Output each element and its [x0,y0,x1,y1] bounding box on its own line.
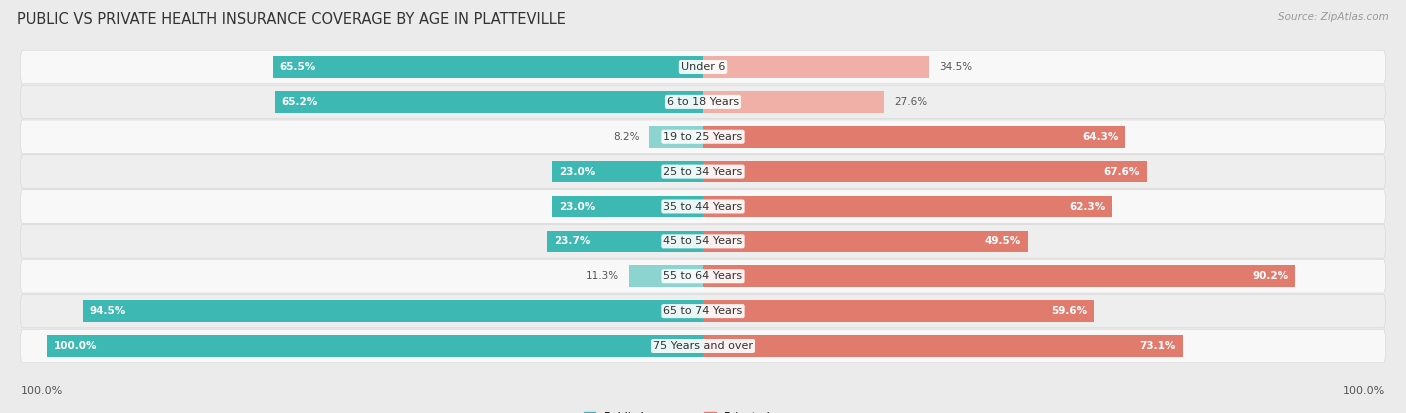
Bar [553,196,703,217]
Bar [703,230,1028,252]
Text: 35 to 44 Years: 35 to 44 Years [664,202,742,211]
Bar [703,126,1125,147]
Text: 55 to 64 Years: 55 to 64 Years [664,271,742,281]
Bar [273,56,703,78]
Text: PUBLIC VS PRIVATE HEALTH INSURANCE COVERAGE BY AGE IN PLATTEVILLE: PUBLIC VS PRIVATE HEALTH INSURANCE COVER… [17,12,565,27]
Bar [553,161,703,183]
Text: 23.0%: 23.0% [558,166,595,177]
Text: 64.3%: 64.3% [1083,132,1118,142]
Text: 6 to 18 Years: 6 to 18 Years [666,97,740,107]
Bar [83,300,703,322]
Legend: Public Insurance, Private Insurance: Public Insurance, Private Insurance [579,408,827,413]
Text: Under 6: Under 6 [681,62,725,72]
Text: 34.5%: 34.5% [939,62,973,72]
Bar [703,91,884,113]
Text: 67.6%: 67.6% [1104,166,1140,177]
Text: 65.2%: 65.2% [281,97,318,107]
FancyBboxPatch shape [21,225,1385,258]
Text: 11.3%: 11.3% [586,271,619,281]
Bar [703,335,1182,357]
Text: 45 to 54 Years: 45 to 54 Years [664,236,742,247]
Bar [703,300,1094,322]
FancyBboxPatch shape [21,120,1385,154]
Text: 94.5%: 94.5% [90,306,125,316]
FancyBboxPatch shape [21,329,1385,363]
Text: 100.0%: 100.0% [53,341,97,351]
Text: 100.0%: 100.0% [21,386,63,396]
FancyBboxPatch shape [21,155,1385,188]
Text: 19 to 25 Years: 19 to 25 Years [664,132,742,142]
FancyBboxPatch shape [21,50,1385,84]
Bar [276,91,703,113]
Bar [547,230,703,252]
Text: 90.2%: 90.2% [1253,271,1288,281]
Text: 62.3%: 62.3% [1069,202,1105,211]
Text: 73.1%: 73.1% [1140,341,1175,351]
Text: 65 to 74 Years: 65 to 74 Years [664,306,742,316]
Bar [628,266,703,287]
Bar [703,56,929,78]
Text: 100.0%: 100.0% [1343,386,1385,396]
Text: 49.5%: 49.5% [986,236,1021,247]
FancyBboxPatch shape [21,190,1385,223]
Text: 25 to 34 Years: 25 to 34 Years [664,166,742,177]
Bar [703,266,1295,287]
FancyBboxPatch shape [21,294,1385,328]
FancyBboxPatch shape [21,259,1385,293]
Bar [650,126,703,147]
Bar [703,196,1112,217]
Text: 59.6%: 59.6% [1052,306,1087,316]
FancyBboxPatch shape [21,85,1385,119]
Text: 65.5%: 65.5% [280,62,316,72]
Text: 8.2%: 8.2% [613,132,640,142]
Text: 23.7%: 23.7% [554,236,591,247]
Text: 75 Years and over: 75 Years and over [652,341,754,351]
Text: 23.0%: 23.0% [558,202,595,211]
Text: 27.6%: 27.6% [894,97,927,107]
Bar [703,161,1146,183]
Text: Source: ZipAtlas.com: Source: ZipAtlas.com [1278,12,1389,22]
Bar [46,335,703,357]
